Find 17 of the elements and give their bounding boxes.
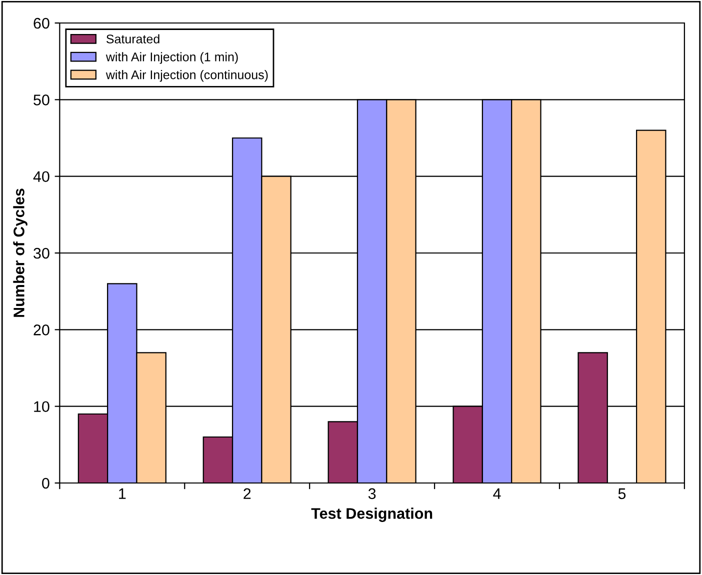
x-axis-title: Test Designation bbox=[311, 508, 432, 522]
x-tick-label: 3 bbox=[368, 488, 376, 500]
legend-label: with Air Injection (continuous) bbox=[106, 70, 268, 82]
y-tick-label: 30 bbox=[34, 248, 50, 259]
legend-label: Saturated bbox=[106, 34, 160, 44]
legend-label: with Air Injection (1 min) bbox=[106, 52, 238, 64]
x-tick-label: 5 bbox=[618, 488, 626, 500]
x-tick-label: 2 bbox=[244, 488, 251, 499]
y-tick-label: 0 bbox=[42, 478, 50, 489]
x-tick-label: 1 bbox=[119, 488, 126, 499]
y-tick-label: 50 bbox=[34, 94, 50, 106]
y-axis-title: Number of Cycles bbox=[13, 188, 28, 317]
y-tick-label: 20 bbox=[34, 324, 50, 336]
x-tick-label: 4 bbox=[493, 488, 501, 499]
y-tick-label: 10 bbox=[34, 401, 50, 412]
y-tick-label: 40 bbox=[33, 171, 50, 182]
y-tick-label: 60 bbox=[34, 18, 50, 29]
